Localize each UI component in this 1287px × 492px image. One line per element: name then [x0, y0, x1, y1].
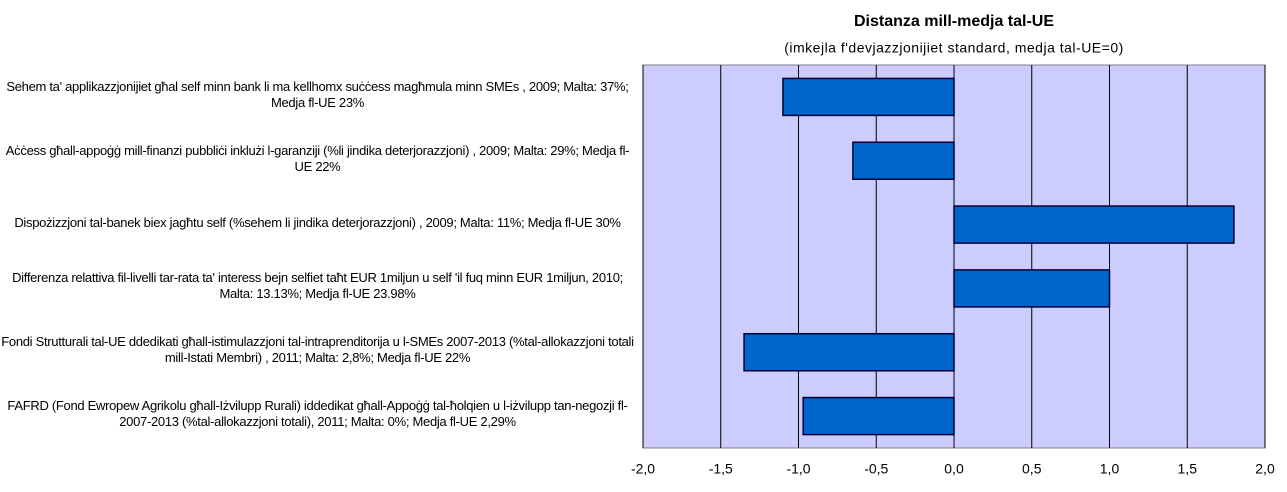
chart-subtitle: (imkejla f'devjazzjonijiet standard, med…	[784, 40, 1124, 56]
category-label: Dispożizzjoni tal-banek biex jagħtu self…	[14, 214, 621, 230]
x-tick-label: 0,5	[1022, 461, 1042, 477]
x-tick-label: 1,5	[1178, 461, 1198, 477]
bar	[953, 269, 1111, 308]
category-label: Differenza relattiva fil-livelli tar-rat…	[12, 270, 623, 302]
category-label: Sehem ta' applikazzjonijiet għal self mi…	[6, 78, 629, 110]
x-tick-label: -2,0	[631, 461, 655, 477]
chart-title: Distanza mill-medja tal-UE	[854, 13, 1054, 30]
category-label: Fondi Strutturali tal-UE ddedikati għall…	[1, 334, 634, 366]
bar	[953, 205, 1235, 244]
category-label: Aċċess għall-appoġġ mill-finanzi pubbliċ…	[5, 142, 630, 174]
bar	[782, 77, 955, 117]
x-tick-label: -1,0	[786, 461, 810, 477]
bar	[802, 396, 955, 436]
x-tick-label: -1,5	[709, 461, 733, 477]
x-tick-label: 1,0	[1100, 461, 1120, 477]
x-tick-label: 0,0	[944, 461, 964, 477]
x-tick-label: -0,5	[864, 461, 888, 477]
x-tick-label: 2,0	[1255, 461, 1275, 477]
bar	[852, 141, 955, 181]
bar	[743, 332, 955, 372]
category-label: FAFRD (Fond Ewropew Agrikolu għall-Iżvil…	[7, 398, 628, 430]
